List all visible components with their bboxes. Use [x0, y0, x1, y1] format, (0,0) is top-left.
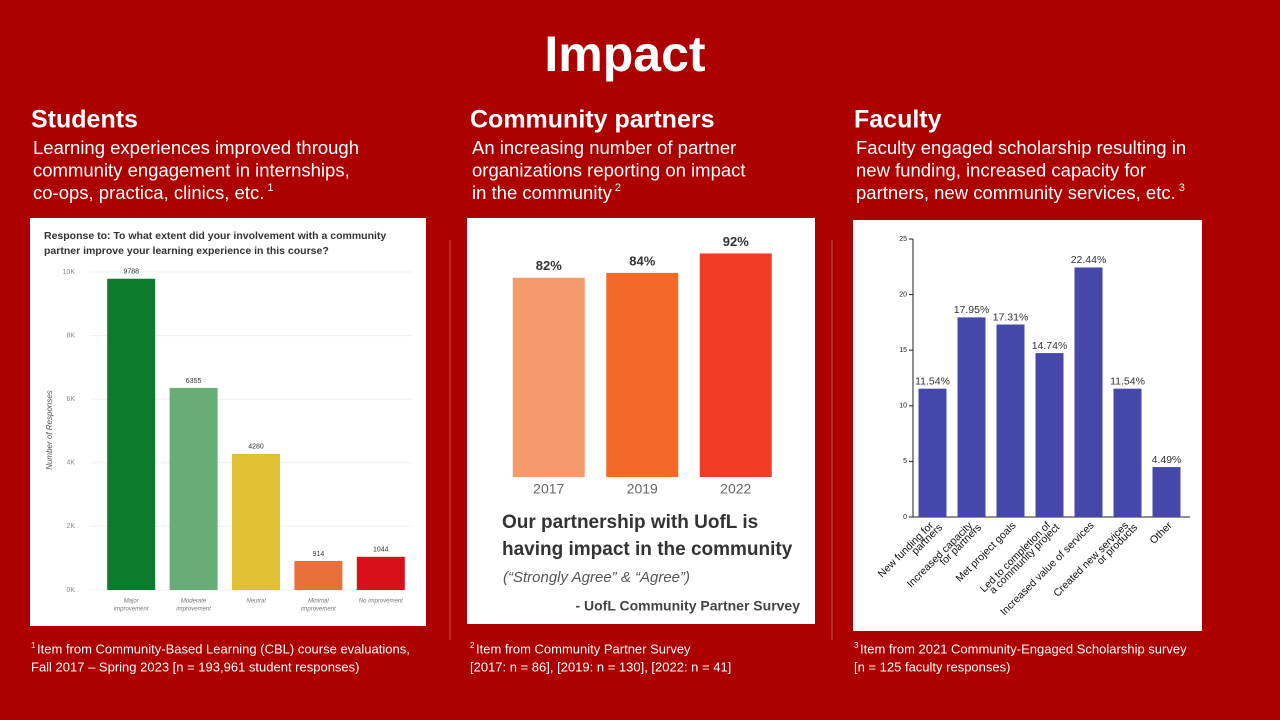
data-label: 82% [536, 258, 562, 273]
x-tick-label: improvement [176, 607, 211, 613]
data-label: 11.54% [915, 375, 950, 387]
footnote: Fall 2017 – Spring 2023 [n = 193,961 stu… [31, 659, 359, 674]
bar [1035, 353, 1064, 517]
data-label: 4.49% [1152, 454, 1182, 466]
column-description: An increasing number of partner [472, 137, 736, 158]
chart-title: partner improve your learning experience… [44, 245, 329, 257]
bar [1113, 388, 1142, 517]
data-label: 14.74% [1032, 340, 1068, 352]
caption-note: (“Strongly Agree” & “Agree”) [503, 569, 690, 586]
y-tick-label: 0K [66, 587, 75, 594]
footnote: Item from 2021 Community-Engaged Scholar… [860, 641, 1187, 656]
x-tick-label: Neutral [246, 599, 266, 605]
bar [512, 277, 585, 477]
x-tick-label: Major [124, 599, 140, 605]
bar [699, 253, 772, 477]
bar [1074, 267, 1103, 517]
column-description: new funding, increased capacity for [856, 159, 1146, 180]
y-tick-label: 2K [66, 523, 75, 530]
y-tick-label: 4K [66, 460, 75, 467]
data-label: 914 [313, 551, 325, 558]
bar [996, 324, 1025, 517]
x-tick-label: improvement [114, 607, 149, 613]
bar [356, 556, 405, 590]
x-tick-label: 2022 [720, 481, 751, 497]
y-tick-label: 5 [903, 458, 907, 465]
column-description: organizations reporting on impact [472, 159, 746, 180]
column-description: in the community [472, 182, 613, 203]
y-tick-label: 0 [903, 514, 907, 521]
y-tick-label: 15 [899, 347, 907, 354]
data-label: 17.95% [954, 304, 990, 316]
y-tick-label: 6K [66, 396, 75, 403]
panel [853, 220, 1202, 631]
x-tick-label: Minimal [308, 599, 329, 605]
source: - UofL Community Partner Survey [575, 598, 800, 614]
data-label: 84% [629, 253, 655, 268]
note-mark: 3 [1179, 182, 1185, 194]
data-label: 11.54% [1110, 375, 1145, 387]
column-heading: Faculty [854, 106, 942, 134]
x-tick-label: 2017 [533, 481, 564, 497]
footnote: Item from Community-Based Learning (CBL)… [37, 641, 410, 656]
column-description: community engagement in internships, [33, 159, 350, 180]
y-tick-label: 25 [899, 236, 907, 243]
footnote-mark: 1 [31, 641, 36, 650]
footnote: Item from Community Partner Survey [476, 641, 691, 656]
data-label: 92% [723, 234, 749, 249]
y-tick-label: 20 [899, 291, 907, 298]
data-label: 22.44% [1071, 254, 1107, 266]
column-heading: Students [31, 106, 138, 134]
footnote: [n = 125 faculty responses) [854, 659, 1010, 674]
caption: having impact in the community [502, 539, 793, 560]
footnote-mark: 2 [470, 641, 475, 650]
x-tick-label: improvement [301, 607, 336, 613]
data-label: 1044 [373, 547, 389, 554]
column-description: co-ops, practica, clinics, etc. [33, 182, 264, 203]
bar [232, 453, 280, 590]
x-tick-label: Moderate [181, 599, 207, 605]
column-description: Faculty engaged scholarship resulting in [856, 137, 1186, 158]
y-tick-label: 8K [66, 332, 75, 339]
data-label: 4280 [248, 444, 264, 451]
footnote: [2017: n = 86], [2019: n = 130], [2022: … [470, 659, 731, 674]
data-label: 9788 [123, 269, 139, 276]
note-mark: 1 [267, 182, 273, 194]
bar [107, 278, 156, 590]
bar [957, 317, 986, 517]
column-heading: Community partners [470, 106, 714, 134]
y-tick-label: 10K [63, 269, 76, 276]
slide-title: Impact [544, 26, 706, 82]
column-description: Learning experiences improved through [33, 137, 359, 158]
x-tick-label: 2019 [627, 481, 658, 497]
bar [169, 387, 218, 590]
bar [294, 560, 343, 590]
bar [606, 272, 679, 477]
chart-title: Response to: To what extent did your inv… [44, 230, 386, 242]
y-axis-label: Number of Responses [45, 390, 54, 470]
footnote-mark: 3 [854, 641, 859, 650]
caption: Our partnership with UofL is [502, 512, 758, 533]
y-tick-label: 10 [899, 403, 907, 410]
data-label: 6355 [186, 378, 202, 385]
bar [1152, 467, 1181, 517]
bar [918, 388, 947, 517]
data-label: 17.31% [993, 311, 1029, 323]
note-mark: 2 [615, 182, 621, 194]
x-tick-label: No improvement [359, 599, 403, 605]
column-description: partners, new community services, etc. [856, 182, 1176, 203]
